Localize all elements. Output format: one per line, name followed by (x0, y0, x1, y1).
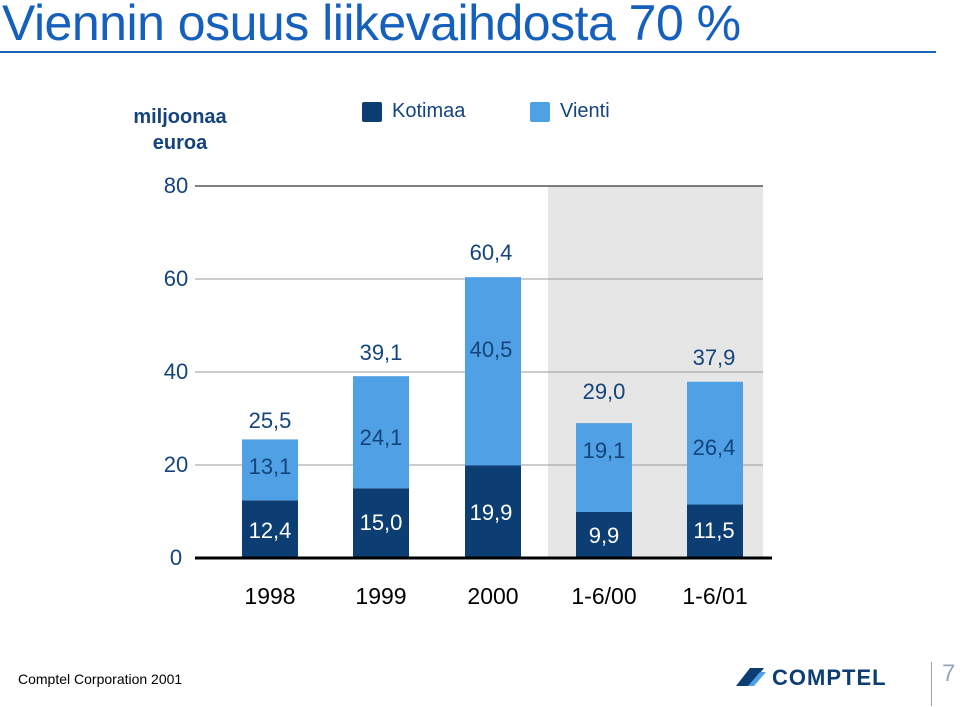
data-label-kotimaa: 12,4 (249, 518, 292, 543)
data-label-total: 25,5 (249, 408, 292, 433)
legend-item-vienti: Vienti (530, 100, 610, 123)
x-tick-label: 1998 (244, 583, 295, 609)
slide-title: Viennin osuus liikevaihdosta 70 % (2, 0, 741, 51)
data-label-kotimaa: 11,5 (693, 518, 734, 543)
stacked-bar-chart: 0 20 40 60 80 1998 1999 2000 1-6/00 1-6/01 12,4 13,… (164, 173, 772, 609)
bar-vienti (242, 439, 298, 501)
legend-swatch-vienti (530, 101, 550, 122)
y-tick-label: 60 (164, 266, 188, 291)
x-tick-label: 1-6/00 (571, 583, 636, 609)
y-axis-unit-label: miljoonaa euroa (133, 106, 227, 154)
y-tick-label: 80 (164, 173, 188, 198)
bar-kotimaa (576, 511, 632, 558)
data-label-kotimaa: 19,9 (470, 500, 513, 525)
data-label-kotimaa: 9,9 (589, 523, 620, 548)
bar-vienti (465, 277, 521, 466)
title-underline (0, 51, 936, 53)
data-label-vienti: 26,4 (693, 435, 736, 460)
bar-kotimaa (687, 504, 743, 558)
legend-item-kotimaa: Kotimaa (362, 100, 465, 123)
footer-copyright: Comptel Corporation 2001 (18, 671, 183, 687)
comptel-logo-icon: COMPTEL (736, 665, 887, 690)
bar-vienti (576, 423, 632, 512)
data-label-vienti: 40,5 (470, 337, 513, 362)
y-tick-label: 0 (170, 545, 182, 570)
svg-text:COMPTEL: COMPTEL (772, 665, 887, 690)
legend-label-vienti: Vienti (560, 100, 610, 122)
page-number-divider (931, 662, 932, 706)
x-tick-label: 2000 (467, 583, 518, 609)
bar-kotimaa (465, 465, 521, 558)
x-tick-label: 1999 (355, 583, 406, 609)
x-tick-label: 1-6/01 (682, 583, 747, 609)
data-label-total: 37,9 (693, 345, 736, 370)
page-number: 7 (942, 660, 956, 687)
data-label-vienti: 24,1 (360, 425, 403, 450)
data-label-vienti: 19,1 (583, 438, 626, 463)
bar-vienti (353, 376, 409, 489)
data-label-total: 39,1 (360, 340, 403, 365)
legend-label-kotimaa: Kotimaa (392, 100, 466, 122)
legend-swatch-kotimaa (362, 101, 382, 122)
data-label-total: 60,4 (470, 240, 513, 265)
bar-kotimaa (242, 500, 298, 558)
data-label-kotimaa: 15,0 (360, 510, 403, 535)
data-label-vienti: 13,1 (249, 454, 292, 479)
bar-kotimaa (353, 488, 409, 558)
y-tick-label: 20 (164, 452, 188, 477)
bar-vienti (687, 381, 743, 505)
data-label-total: 29,0 (583, 379, 626, 404)
y-tick-label: 40 (164, 359, 188, 384)
